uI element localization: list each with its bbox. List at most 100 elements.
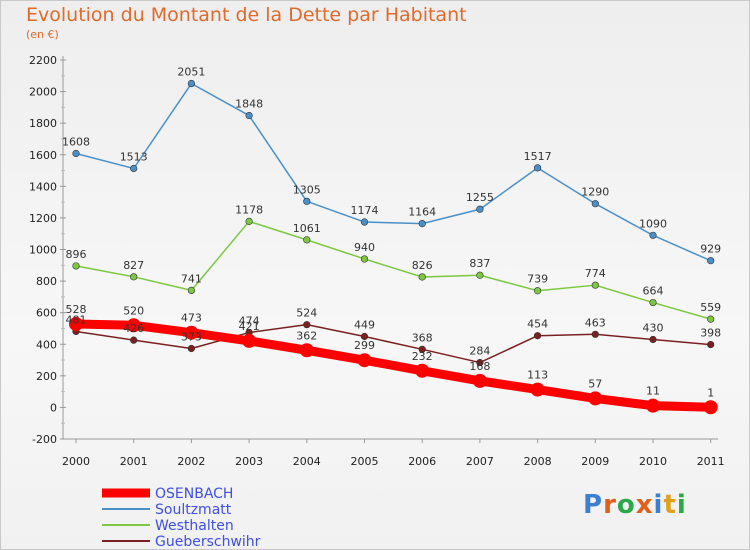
y-tick-label: 600 [36, 307, 57, 320]
logo-letter: P [583, 490, 604, 520]
x-tick-label: 2004 [293, 455, 321, 468]
data-point [360, 332, 369, 341]
data-label: 524 [296, 307, 317, 320]
data-point [533, 287, 542, 295]
data-label: 1517 [524, 150, 552, 163]
logo-letter: x [635, 490, 654, 520]
data-point [187, 344, 195, 353]
x-tick-label: 2011 [697, 455, 725, 468]
data-label: 421 [239, 320, 260, 333]
data-label: 929 [700, 243, 721, 256]
data-label: 449 [354, 319, 375, 332]
data-point [476, 358, 484, 367]
data-label: 398 [700, 327, 721, 340]
series-line-westhalten [75, 220, 712, 320]
data-point [591, 200, 599, 208]
data-point [418, 273, 426, 281]
data-point [360, 218, 369, 226]
data-point [72, 149, 80, 158]
data-label: 113 [527, 369, 548, 382]
y-tick-label: 200 [36, 370, 57, 383]
data-label: 426 [123, 322, 144, 335]
data-point [187, 286, 195, 295]
data-label: 1178 [235, 203, 263, 216]
data-label: 837 [469, 257, 490, 270]
data-point [187, 79, 195, 88]
data-point [360, 255, 369, 263]
legend-label: Westhalten [155, 518, 234, 534]
data-label: 11 [646, 385, 660, 398]
y-tick-label: 2000 [29, 86, 57, 99]
series-lines [71, 82, 716, 412]
data-label: 774 [585, 267, 606, 280]
data-label: 827 [123, 259, 144, 272]
data-point [303, 236, 311, 244]
data-point [130, 273, 138, 281]
data-label: 520 [123, 304, 144, 317]
data-point [707, 340, 715, 349]
data-label: 1290 [581, 186, 609, 199]
series-line-osenbach [71, 319, 716, 412]
x-tick-label: 2009 [581, 455, 609, 468]
data-label: 454 [527, 318, 548, 331]
data-label: 1061 [293, 222, 321, 235]
x-tick-label: 2006 [408, 455, 436, 468]
data-label: 1 [707, 386, 714, 399]
chart-subtitle: (en €) [26, 28, 59, 41]
data-label: 1513 [120, 150, 148, 163]
x-tick-label: 2005 [351, 455, 379, 468]
data-point [184, 325, 199, 340]
y-tick-label: 400 [36, 338, 57, 351]
data-point [303, 197, 311, 205]
data-label: 1164 [408, 206, 436, 219]
series-line-gueberschwihr [75, 323, 712, 364]
data-point [130, 164, 138, 173]
data-point [476, 271, 484, 279]
legend-label: Gueberschwihr [155, 534, 261, 550]
x-tick-label: 2008 [524, 455, 552, 468]
y-tick-label: -200 [32, 433, 57, 446]
data-label: 559 [700, 301, 721, 314]
data-label: 664 [643, 285, 664, 298]
data-point [533, 332, 542, 340]
data-point [649, 231, 657, 239]
y-tick-label: 1000 [29, 244, 57, 257]
x-tick-label: 2002 [177, 455, 205, 468]
data-label: 57 [588, 377, 602, 390]
data-label: 1090 [639, 217, 667, 230]
data-label: 473 [181, 312, 202, 325]
data-point [415, 363, 430, 378]
data-label: 1174 [351, 204, 379, 217]
legend-label: OSENBACH [155, 486, 233, 502]
y-tick-label: 800 [36, 275, 57, 288]
proxiti-logo: Proxiti [583, 490, 687, 520]
data-label: 430 [643, 322, 664, 335]
data-label: 1608 [62, 135, 90, 148]
logo-letter: i [676, 490, 687, 520]
data-point [649, 298, 657, 307]
data-point [588, 391, 603, 406]
data-point [472, 373, 487, 388]
x-tick-label: 2010 [639, 455, 667, 468]
series-points [69, 79, 718, 415]
data-point [703, 400, 718, 415]
data-label: 739 [527, 273, 548, 286]
logo-letter: i [653, 490, 664, 520]
data-point [533, 164, 542, 172]
data-point [242, 333, 257, 348]
data-point [303, 321, 311, 329]
legend-label: Soultzmatt [155, 502, 232, 518]
data-point [245, 111, 253, 120]
data-label: 299 [354, 339, 375, 352]
data-point [591, 281, 599, 289]
data-label: 168 [469, 360, 490, 373]
data-label: 528 [66, 303, 87, 316]
logo-letter: r [603, 490, 617, 520]
legend: OSENBACHSoultzmattWesthaltenGueberschwih… [102, 486, 261, 550]
data-point [707, 257, 715, 265]
x-tick-label: 2001 [120, 455, 148, 468]
data-label: 474 [239, 315, 260, 328]
data-label: 896 [66, 248, 87, 261]
data-point [646, 398, 660, 413]
